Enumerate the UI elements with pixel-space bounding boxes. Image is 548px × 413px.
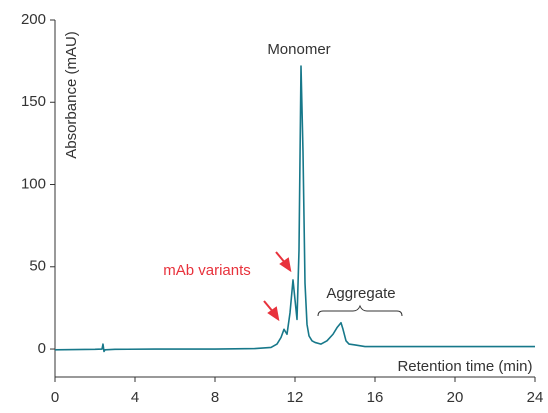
x-axis-label: Retention time (min) bbox=[397, 358, 532, 375]
x-tick-label: 0 bbox=[51, 389, 59, 406]
y-tick-label: 150 bbox=[21, 93, 46, 110]
annotation: Monomer bbox=[267, 41, 330, 58]
x-tick-label: 8 bbox=[211, 389, 219, 406]
y-tick-label: 100 bbox=[21, 175, 46, 192]
x-tick-label: 20 bbox=[447, 389, 464, 406]
x-tick-label: 12 bbox=[287, 389, 304, 406]
y-axis-label: Absorbance (mAU) bbox=[63, 31, 80, 159]
x-tick-label: 4 bbox=[131, 389, 139, 406]
annotation: mAb variants bbox=[163, 262, 251, 279]
y-tick-label: 200 bbox=[21, 11, 46, 28]
y-tick-label: 50 bbox=[29, 258, 46, 275]
annotation: Aggregate bbox=[326, 285, 395, 302]
x-tick-label: 16 bbox=[367, 389, 384, 406]
line bbox=[54, 65, 535, 353]
y-tick-label: 0 bbox=[38, 340, 46, 357]
bracket bbox=[317, 304, 403, 317]
arrows bbox=[263, 251, 292, 322]
x-tick-label: 24 bbox=[527, 389, 544, 406]
